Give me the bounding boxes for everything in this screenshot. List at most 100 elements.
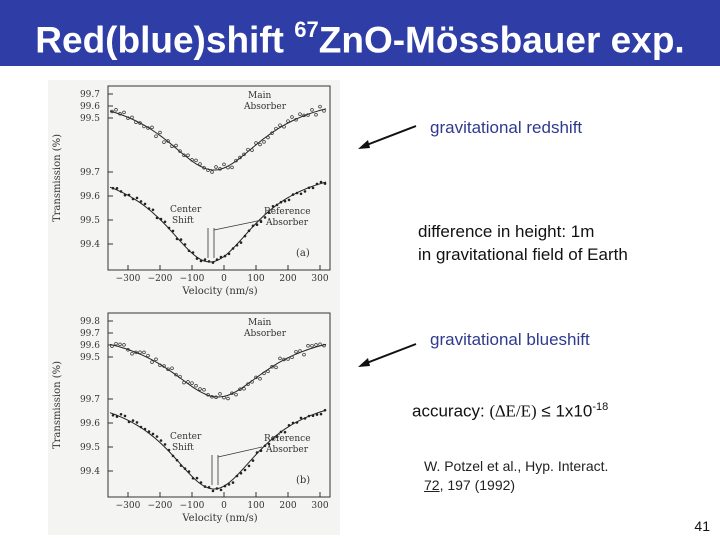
reference-absorber-data-point (191, 251, 195, 254)
reference-absorber-data-point (275, 435, 279, 439)
moessbauer-figure: Transmission (%) 99.7 99.6 99.5 99.7 99.6 99.5… (48, 80, 340, 535)
reference-absorber-data-point (243, 468, 247, 472)
y-tick-label: 99.5 (80, 216, 100, 226)
y-tick-label: 99.7 (80, 395, 100, 405)
main-absorber-data-point (226, 396, 230, 401)
redshift-label: gravitational redshift (430, 118, 583, 137)
x-tick-label: −300 (116, 274, 141, 284)
reference-absorber-data-point (263, 444, 267, 448)
main-absorber-data-point (270, 131, 274, 135)
reference-absorber-data-point (215, 258, 219, 261)
reference-absorber-label: Reference (264, 207, 311, 217)
reference-absorber-data-point (147, 430, 151, 433)
center-shift-label: Center (170, 205, 202, 215)
main-absorber-data-point (110, 344, 114, 348)
reference-absorber-data-point (203, 485, 207, 488)
main-absorber-data-point (302, 352, 306, 357)
reference-absorber-data-point (139, 425, 143, 429)
y-axis-label: Transmission (%) (52, 361, 63, 449)
main-absorber-data-point (318, 342, 322, 347)
reference-absorber-data-point (251, 224, 255, 228)
main-absorber-data-point (302, 113, 306, 118)
title-suffix: ZnO-Mössbauer exp. (318, 19, 685, 61)
citation-volume: 72 (424, 477, 440, 493)
reference-absorber-data-point (203, 258, 207, 261)
main-absorber-label: Main (248, 91, 271, 101)
title-bar: Red(blue)shift 67ZnO-Mössbauer exp. (0, 0, 720, 66)
reference-absorber-data-point (111, 186, 115, 190)
reference-absorber-data-point (111, 414, 115, 417)
main-absorber-data-point (146, 353, 150, 358)
main-absorber-data-point (290, 355, 294, 360)
reference-absorber-data-point (119, 413, 123, 416)
reference-absorber-data-point (307, 414, 311, 418)
main-absorber-data-point (170, 144, 174, 148)
main-absorber-data-point (126, 348, 130, 352)
accuracy-mid: ≤ 1x10 (536, 401, 593, 421)
main-absorber-data-point (322, 343, 326, 348)
reference-absorber-data-point (295, 421, 299, 424)
height-difference-line1: difference in height: 1m (418, 222, 595, 241)
y-tick-label: 99.5 (80, 443, 100, 453)
main-absorber-data-point (158, 130, 162, 135)
reference-absorber-data-point (115, 415, 119, 418)
reference-absorber-data-point (259, 449, 263, 452)
reference-absorber-data-point (131, 419, 135, 422)
main-absorber-data-point (150, 125, 154, 130)
main-absorber-data-point (162, 140, 166, 144)
main-absorber-data-point (306, 113, 310, 117)
reference-absorber-data-point (235, 243, 239, 247)
main-absorber-data-point (190, 381, 194, 385)
reference-absorber-data-point (187, 470, 191, 473)
panel-a: Transmission (%) 99.7 99.6 99.5 99.7 99.6 99.5… (52, 85, 331, 297)
y-tick-label: 99.7 (80, 329, 100, 339)
reference-absorber-data-point (263, 216, 267, 219)
reference-absorber-label: Absorber (265, 218, 309, 228)
reference-absorber-data-point (123, 414, 127, 418)
main-absorber-data-point (206, 168, 210, 172)
reference-absorber-data-point (199, 481, 203, 484)
reference-absorber-data-point (247, 464, 251, 468)
citation-line1: W. Potzel et al., Hyp. Interact. (424, 458, 609, 474)
reference-absorber-data-point (175, 458, 179, 462)
reference-absorber-data-point (271, 437, 275, 440)
reference-absorber-data-point (287, 198, 291, 202)
reference-absorber-data-point (175, 237, 179, 241)
main-absorber-data-point (266, 369, 270, 374)
main-absorber-data-point (178, 374, 182, 379)
reference-absorber-data-point (139, 200, 143, 203)
reference-absorber-data-point (235, 474, 239, 478)
x-tick-label: 200 (279, 274, 296, 284)
reference-absorber-data-point (143, 427, 147, 431)
main-absorber-data-point (250, 148, 254, 152)
figure-background (48, 80, 340, 535)
main-absorber-data-point (222, 395, 226, 400)
x-tick-label: −200 (148, 501, 173, 511)
reference-absorber-data-point (255, 223, 259, 226)
center-shift-label: Center (170, 432, 202, 442)
plot-frame (107, 85, 331, 271)
citation-line2: 72, 197 (1992) (424, 476, 515, 495)
reference-absorber-label: Reference (264, 434, 311, 444)
reference-absorber-data-point (123, 193, 127, 197)
reference-absorber-data-point (179, 238, 183, 241)
x-tick-label: 0 (221, 501, 227, 511)
reference-absorber-data-point (127, 193, 131, 197)
reference-absorber-data-point (119, 190, 123, 193)
page-number: 41 (694, 518, 710, 534)
main-absorber-data-point (254, 141, 258, 145)
reference-absorber-data-point (171, 454, 175, 458)
reference-absorber-data-point (287, 424, 291, 427)
main-absorber-data-point (126, 116, 130, 120)
main-absorber-data-point (310, 108, 314, 112)
y-tick-label: 99.6 (80, 192, 100, 202)
plot-frame (107, 312, 331, 498)
panel-label: (b) (296, 475, 310, 486)
y-axis-label: Transmission (%) (52, 134, 63, 222)
reference-absorber-data-point (279, 430, 283, 434)
reference-absorber-data-point (271, 205, 275, 208)
main-absorber-data-point (138, 350, 142, 355)
reference-absorber-data-point (299, 416, 303, 420)
blueshift-arrow-icon (358, 343, 417, 367)
redshift-arrow-icon (358, 125, 417, 149)
